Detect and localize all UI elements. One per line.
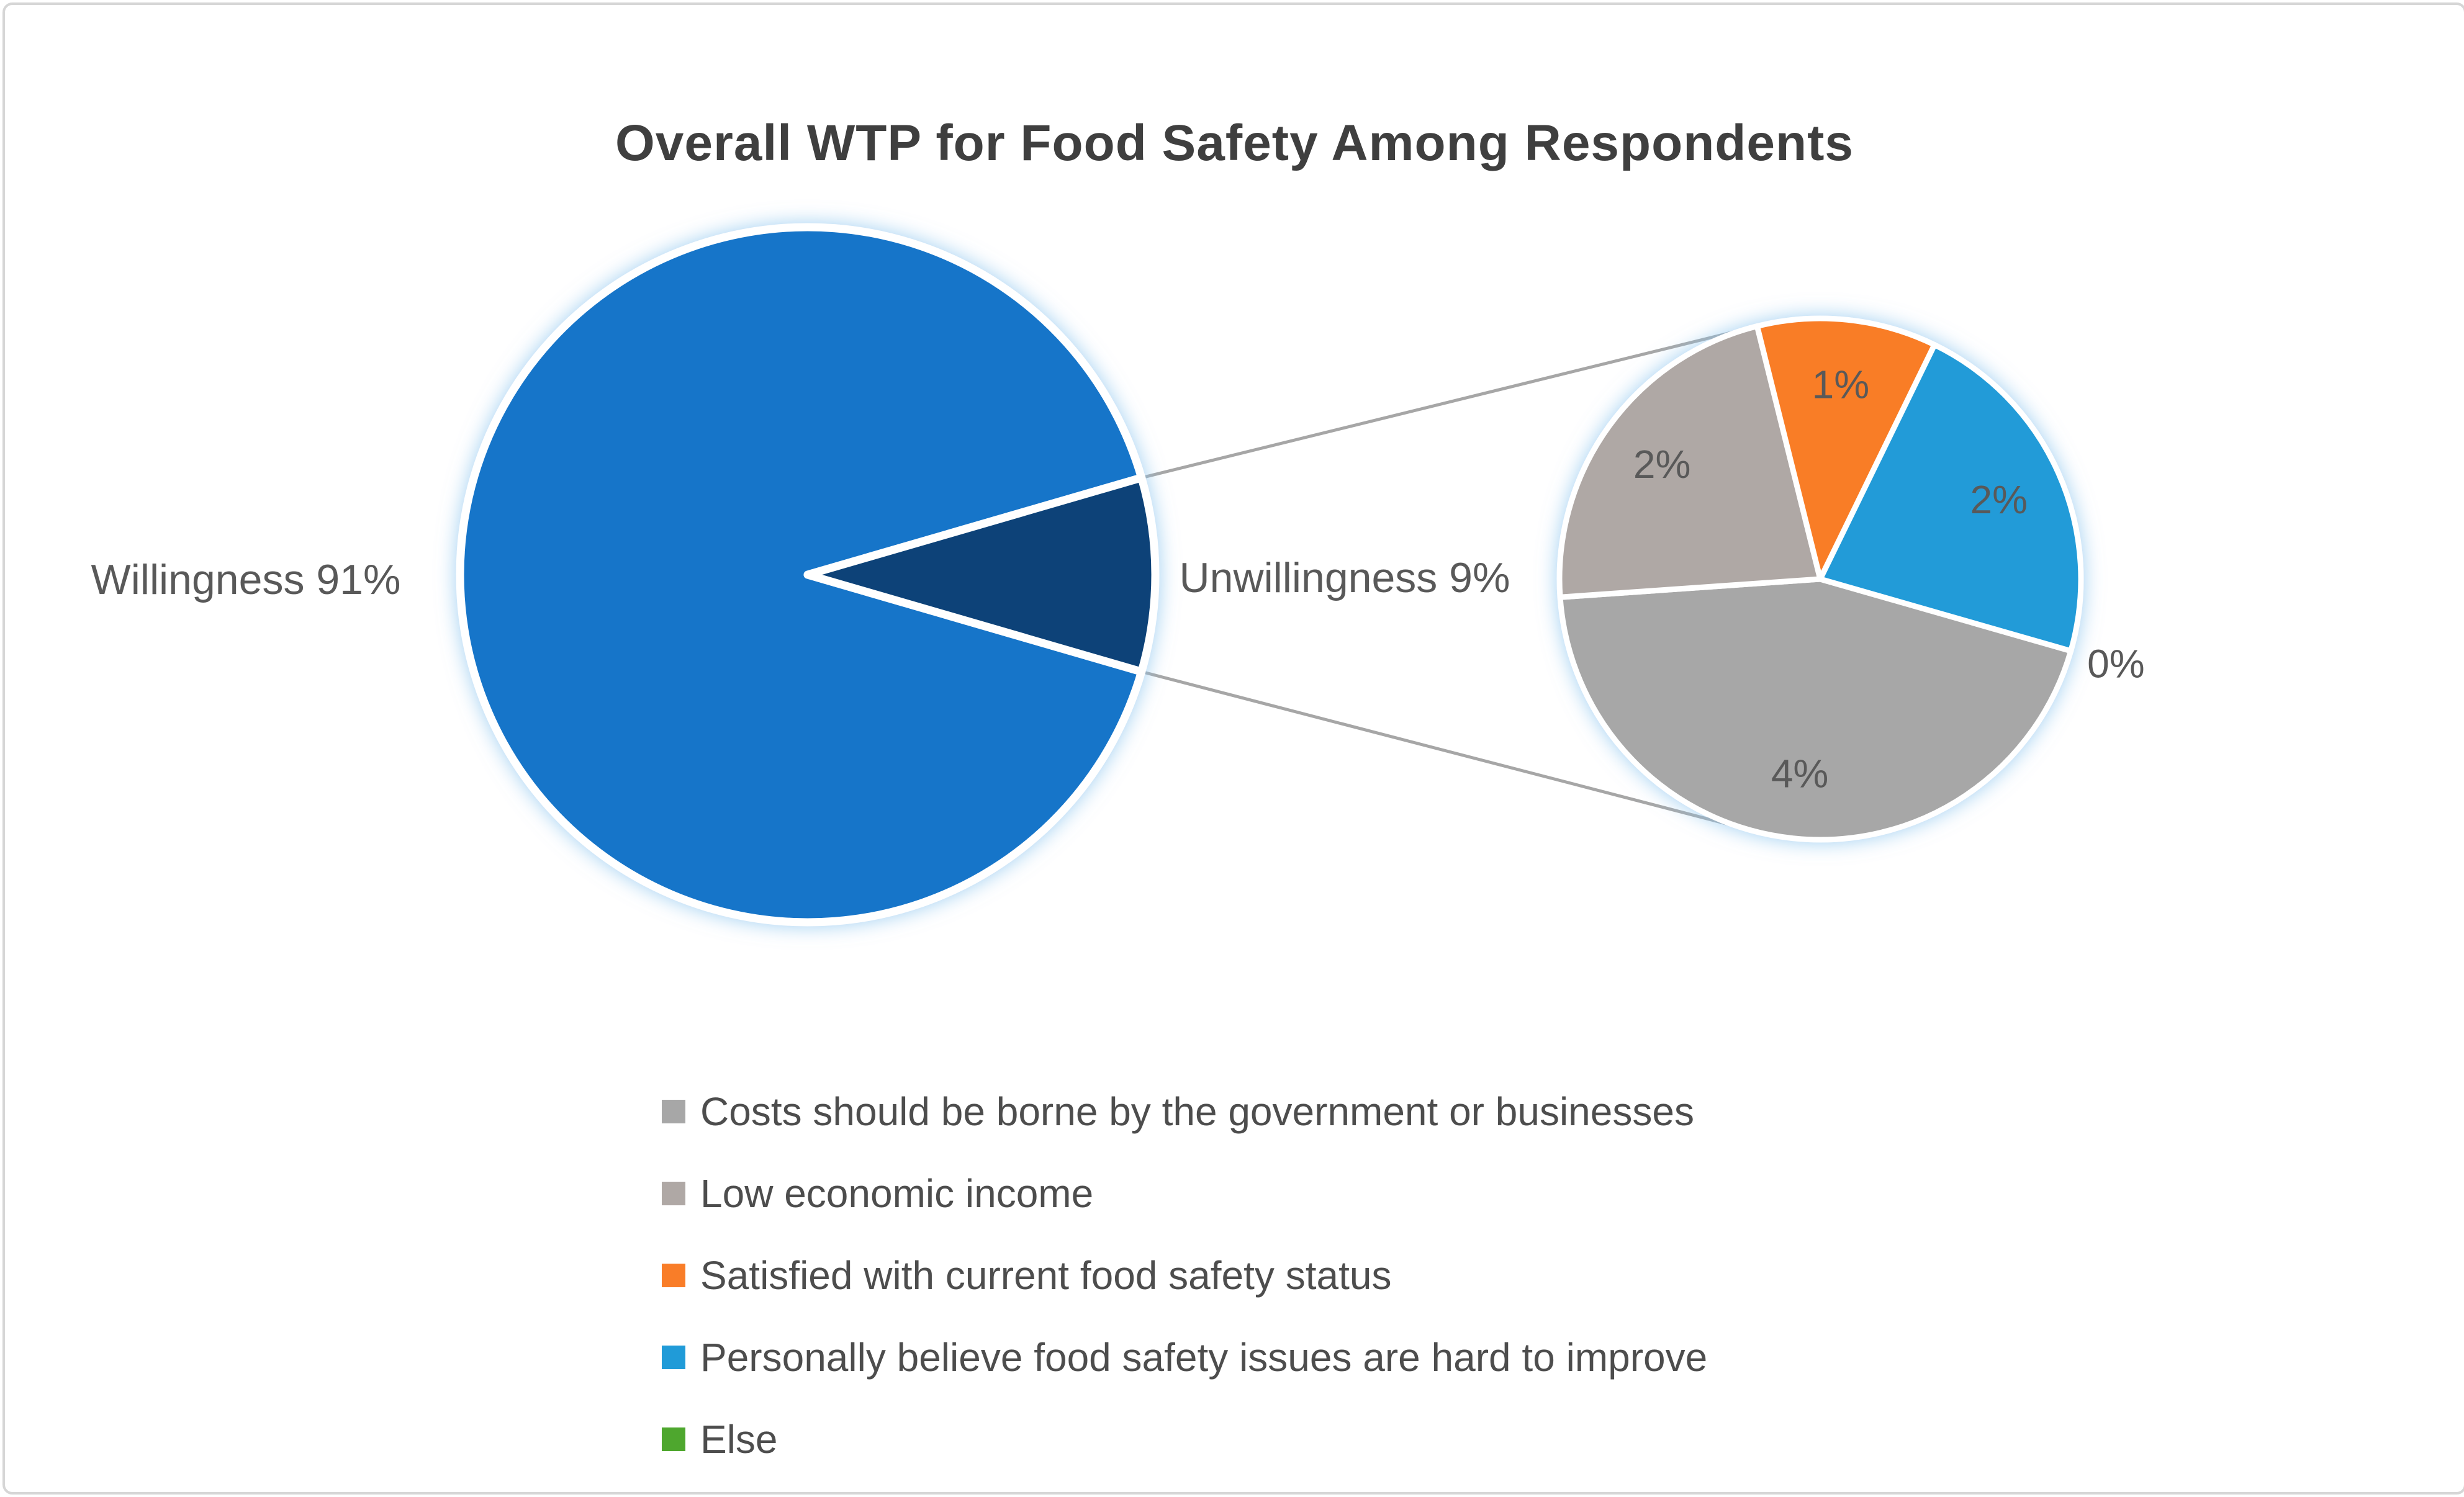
chart-title: Overall WTP for Food Safety Among Respon… <box>615 115 1854 171</box>
legend-label: Costs should be borne by the government … <box>700 1089 1694 1134</box>
legend: Costs should be borne by the government … <box>662 1071 1707 1480</box>
connector-lines <box>1141 323 1767 836</box>
legend-swatch-icon <box>662 1346 685 1369</box>
slice-labels: 4% 2% 1% 2% 0% <box>1633 362 2145 796</box>
legend-label: Else <box>700 1417 778 1462</box>
legend-item-0: Costs should be borne by the government … <box>662 1071 1707 1153</box>
legend-label: Personally believe food safety issues ar… <box>700 1335 1708 1380</box>
secondary-pie-slice-1 <box>1556 323 1823 600</box>
slice-data-label-1: 2% <box>1633 442 1691 487</box>
legend-swatch-icon <box>662 1264 685 1287</box>
legend-label: Satisfied with current food safety statu… <box>700 1253 1392 1298</box>
secondary-pie-slice-0 <box>1557 576 2074 843</box>
legend-swatch-icon <box>662 1100 685 1123</box>
secondary-pie-slice-3 <box>1817 342 2084 654</box>
legend-label: Low economic income <box>700 1171 1094 1216</box>
pie-of-pie-chart: 4% 2% 1% 2% 0% <box>456 223 2145 927</box>
legend-item-4: Else <box>662 1398 1707 1480</box>
slice-data-label-2: 1% <box>1812 362 1870 407</box>
connector-line-top <box>1141 323 1764 480</box>
secondary-pie-slice-2 <box>1754 315 1938 582</box>
connector-line-bottom <box>1141 670 1767 836</box>
main-pie <box>456 223 1160 927</box>
legend-item-3: Personally believe food safety issues ar… <box>662 1316 1707 1398</box>
legend-item-1: Low economic income <box>662 1153 1707 1234</box>
slice-data-label-4: 0% <box>2087 642 2145 686</box>
slice-data-label-0: 4% <box>1771 751 1829 796</box>
main-pie-slice-unwillingness <box>803 474 1160 676</box>
willingness-callout-label: Willingness 91% <box>91 556 401 603</box>
legend-item-2: Satisfied with current food safety statu… <box>662 1234 1707 1316</box>
slice-data-label-3: 2% <box>1970 477 2028 522</box>
unwillingness-callout-label: Unwillingness 9% <box>1179 554 1510 601</box>
legend-swatch-icon <box>662 1182 685 1205</box>
main-pie-slice-willingness <box>456 223 1146 927</box>
secondary-pie <box>1556 315 2084 843</box>
legend-swatch-icon <box>662 1427 685 1451</box>
